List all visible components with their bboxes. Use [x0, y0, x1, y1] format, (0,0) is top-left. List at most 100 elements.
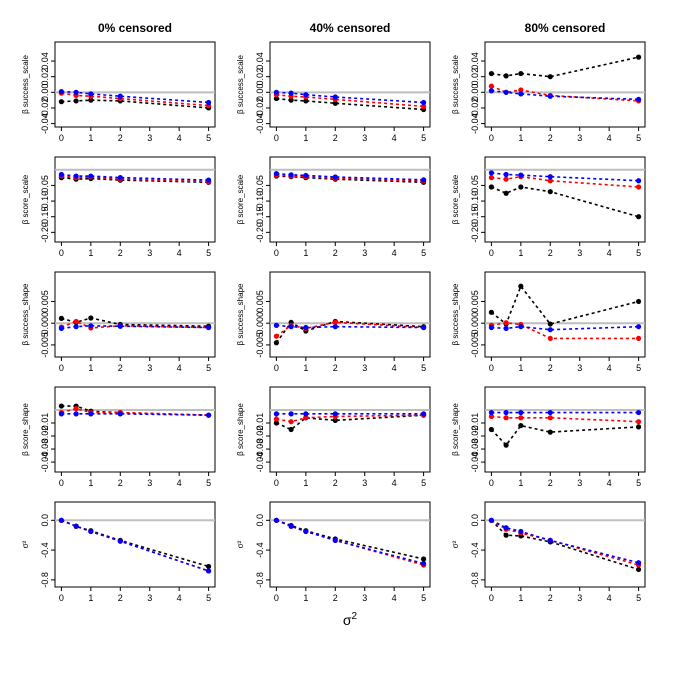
series-line-blue — [491, 519, 639, 564]
x-tick-label: 1 — [88, 363, 93, 373]
x-tick-label: 0 — [489, 133, 494, 143]
data-point-blue — [518, 324, 524, 330]
panel-frame — [484, 501, 646, 588]
data-point-black — [518, 283, 524, 289]
data-point-black — [273, 340, 279, 346]
x-tick-label: 5 — [206, 133, 211, 143]
x-tick-label: 2 — [548, 593, 553, 603]
x-tick-label: 1 — [88, 478, 93, 488]
data-point-black — [547, 429, 553, 435]
data-point-red — [547, 415, 553, 421]
panel-frame — [54, 156, 216, 243]
data-point-blue — [518, 91, 524, 97]
panel-r4-c2: 0 1 2 3 4 5 -0.8 -0.4 0.0 σ² — [451, 501, 646, 603]
x-tick-label: 4 — [177, 478, 182, 488]
data-point-black — [488, 184, 494, 190]
series-line-red — [275, 321, 424, 337]
data-point-black — [488, 309, 494, 315]
series-line-black — [276, 519, 424, 560]
data-point-blue — [206, 412, 212, 418]
data-point-blue — [488, 409, 494, 416]
y-tick-label: 0.005 — [470, 290, 480, 313]
y-tick-label: -0.04 — [470, 113, 480, 134]
x-tick-label: 3 — [577, 593, 582, 603]
series-line-blue — [491, 325, 639, 331]
series-line-red — [276, 519, 424, 566]
x-tick-label: 4 — [392, 133, 397, 143]
data-point-black — [58, 99, 64, 105]
panel-r3-c2: 0 1 2 3 4 5 -0.04-0.03-0.02-0.01 β score_shape — [451, 386, 646, 488]
x-tick-label: 2 — [118, 478, 123, 488]
x-tick-label: 0 — [59, 248, 64, 258]
y-tick-label: 0.00 — [470, 84, 480, 102]
x-tick-label: 0 — [274, 363, 279, 373]
data-point-blue — [303, 324, 309, 331]
series-line-black — [61, 519, 209, 568]
x-tick-label: 4 — [607, 478, 612, 488]
x-tick-label: 1 — [303, 478, 308, 488]
x-tick-label: 1 — [88, 248, 93, 258]
y-axis-label: β success_scale — [21, 55, 30, 114]
y-axis-label: β success_shape — [236, 283, 245, 346]
panel-frame — [54, 386, 216, 473]
panel-frame — [54, 501, 216, 588]
x-tick-label: 4 — [392, 593, 397, 603]
y-axis-label: σ² — [451, 540, 460, 548]
column-title: 80% censored — [525, 21, 606, 35]
x-tick-label: 3 — [362, 593, 367, 603]
data-point-black — [288, 97, 294, 103]
data-point-black — [636, 298, 642, 305]
y-axis-label: β score_scale — [21, 174, 30, 224]
x-tick-label: 5 — [206, 363, 211, 373]
data-point-blue — [273, 322, 279, 328]
y-tick-label: -0.02 — [40, 426, 50, 447]
data-point-black — [206, 563, 212, 570]
x-tick-label: 0 — [274, 133, 279, 143]
x-tick-label: 5 — [206, 478, 211, 488]
data-point-blue — [547, 409, 553, 416]
data-point-blue — [288, 411, 294, 417]
data-point-blue — [488, 88, 494, 94]
y-axis-label: β score_scale — [451, 174, 460, 224]
x-tick-label: 0 — [489, 593, 494, 603]
data-point-blue — [547, 174, 553, 180]
data-point-blue — [488, 170, 494, 176]
data-point-blue — [117, 323, 123, 329]
panel-frame — [484, 156, 646, 243]
x-tick-label: 0 — [274, 248, 279, 258]
data-point-blue — [288, 523, 294, 529]
x-tick-label: 5 — [206, 248, 211, 258]
x-tick-label: 1 — [303, 133, 308, 143]
y-tick-label: -0.20 — [255, 222, 265, 243]
data-point-blue — [88, 173, 94, 179]
panel-r1-c1: 0 1 2 3 4 5 -0.20-0.15-0.10-0.05 β score_scale — [236, 156, 431, 258]
panel-frame — [269, 41, 431, 128]
data-point-blue — [518, 528, 524, 535]
series-line-black — [490, 519, 639, 571]
panel-frame — [269, 271, 431, 358]
data-point-blue — [58, 88, 64, 95]
y-axis-label: σ² — [236, 540, 245, 548]
data-point-black — [58, 403, 64, 409]
x-tick-label: 4 — [607, 133, 612, 143]
data-point-blue — [488, 324, 494, 331]
y-tick-label: -0.8 — [255, 572, 265, 588]
data-point-black — [518, 422, 524, 429]
data-point-blue — [303, 92, 309, 98]
x-tick-label: 1 — [518, 133, 523, 143]
data-point-blue — [636, 409, 642, 416]
data-point-red — [636, 184, 642, 190]
column-title: 0% censored — [98, 21, 172, 35]
data-point-blue — [503, 171, 509, 178]
data-point-black — [503, 73, 509, 79]
x-tick-label: 2 — [333, 133, 338, 143]
data-point-blue — [58, 517, 64, 523]
x-tick-label: 3 — [147, 248, 152, 258]
y-tick-label: -0.10 — [470, 191, 480, 212]
data-point-red — [488, 413, 494, 420]
y-tick-label: -0.04 — [470, 452, 480, 473]
x-tick-label: 2 — [548, 133, 553, 143]
y-tick-label: -0.02 — [255, 426, 265, 447]
x-tick-label: 0 — [274, 593, 279, 603]
